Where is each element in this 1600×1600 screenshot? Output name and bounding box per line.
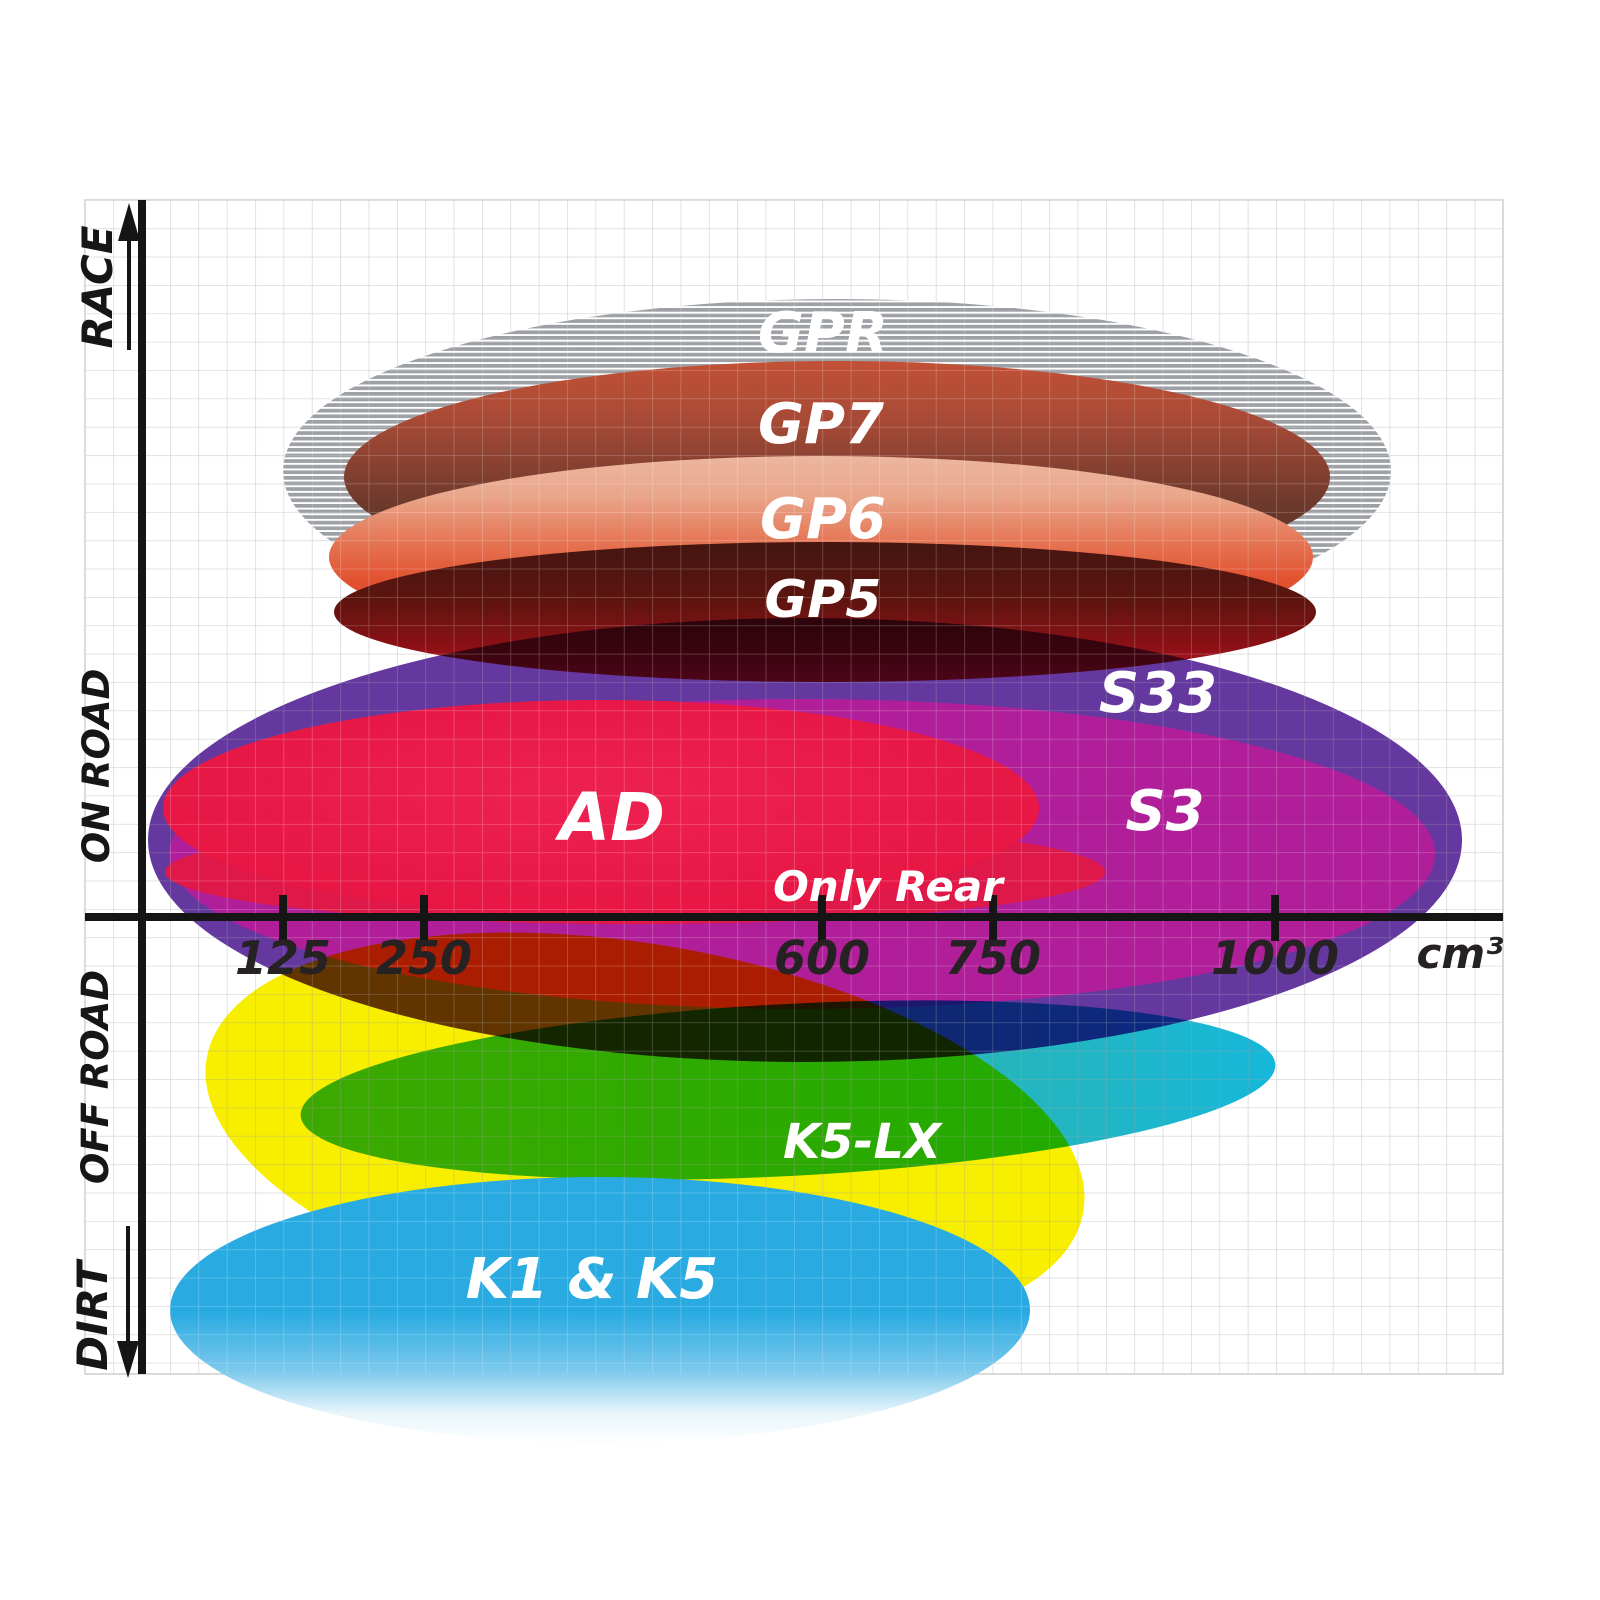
x-axis-unit: cm³ [1416,929,1503,978]
x-tick-label-1000: 1000 [1211,931,1339,985]
x-tick-250 [420,895,428,941]
label-ad: AD [554,779,665,856]
race-arrow-up-icon [118,203,140,241]
x-axis-line [85,913,1503,921]
x-tick-125 [279,895,287,941]
grid-overlay [85,200,1503,1374]
y-category-off-road: OFF ROAD [74,970,117,1184]
label-gpr: GPR [758,301,888,366]
y-axis-line [138,200,146,1374]
x-tick-750 [989,895,997,941]
label-s3: S3 [1125,779,1204,844]
y-category-on-road: ON ROAD [75,669,118,864]
y-category-race: RACE [73,225,122,348]
label-s33: S33 [1099,661,1217,726]
label-gp5: GP5 [765,570,882,630]
dirt-arrow-down-icon [117,1341,139,1378]
x-tick-600 [818,895,826,941]
label-gp7: GP7 [758,392,884,457]
x-tick-label-750: 750 [945,931,1041,985]
race-arrow-line [127,238,131,350]
label-gp6: GP6 [760,487,886,552]
dirt-arrow-line [126,1226,130,1344]
x-tick-label-600: 600 [774,931,870,985]
x-tick-label-250: 250 [376,931,472,985]
label-k1k5: K1 & K5 [466,1247,719,1312]
x-tick-1000 [1271,895,1279,941]
y-category-dirt: DIRT [68,1258,117,1371]
x-tick-label-125: 125 [235,931,331,985]
label-only-rear: Only Rear [773,862,1005,911]
label-k5lx: K5-LX [783,1114,943,1170]
